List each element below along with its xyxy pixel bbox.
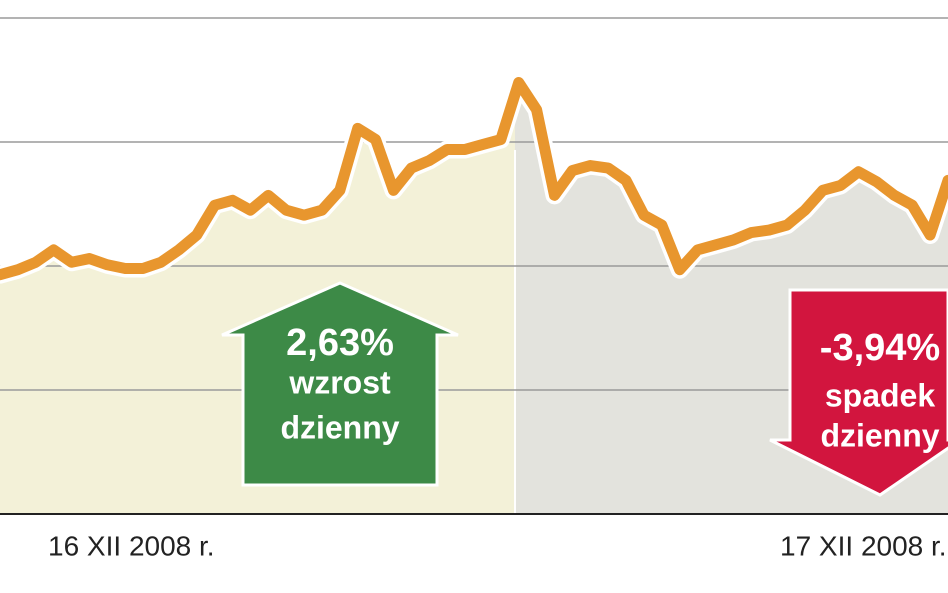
day-label: 16 XII 2008 r. xyxy=(48,530,215,561)
day-label: 17 XII 2008 r. xyxy=(780,530,947,561)
change-text: spadek xyxy=(825,377,935,413)
down-arrow xyxy=(769,288,948,497)
change-text: dzienny xyxy=(820,417,939,453)
change-text: wzrost xyxy=(288,364,391,400)
up-arrow xyxy=(221,281,459,487)
change-value: 2,63% xyxy=(286,322,394,364)
line xyxy=(0,76,948,281)
change-value: -3,94% xyxy=(820,327,940,369)
change-text: dzienny xyxy=(280,409,399,445)
